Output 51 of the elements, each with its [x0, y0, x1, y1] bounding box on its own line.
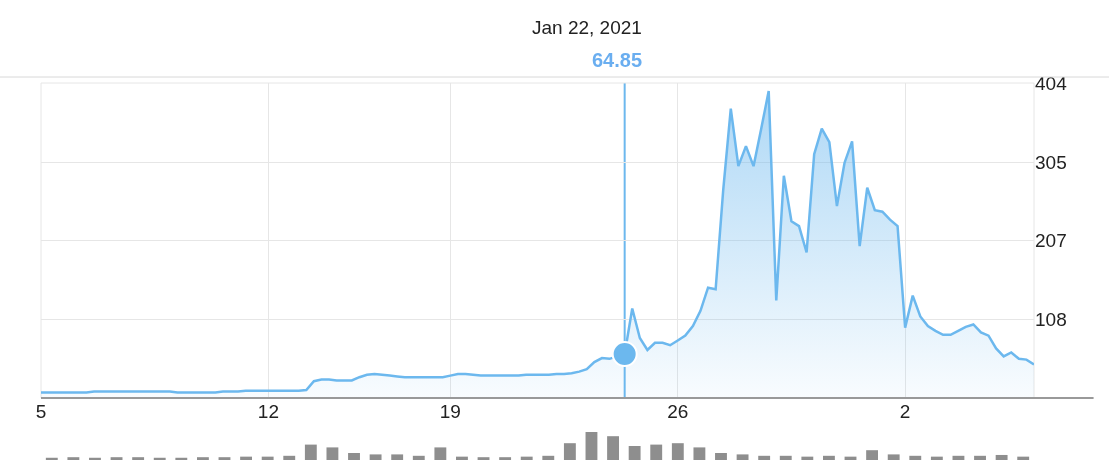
bar: [736, 454, 749, 460]
bar: [671, 443, 684, 460]
bar: [67, 457, 80, 460]
bar: [628, 446, 641, 460]
chart-subtitle: 64.85: [592, 49, 643, 71]
bar: [456, 456, 468, 460]
chart-title: Jan 22, 2021: [532, 17, 642, 38]
bar: [283, 455, 296, 460]
y-tick-label: 108: [1035, 309, 1067, 331]
bar: [412, 455, 425, 460]
bar: [585, 432, 598, 460]
x-tick-label: 26: [667, 401, 689, 422]
bar: [974, 455, 986, 460]
bar: [995, 454, 1008, 460]
bar: [779, 455, 792, 460]
y-tick-label: 207: [1035, 230, 1067, 252]
y-tick-label: 305: [1035, 151, 1067, 173]
bar: [715, 453, 727, 460]
x-tick-label: 19: [439, 401, 461, 422]
x-tick-label: 5: [35, 401, 47, 422]
bar: [369, 454, 382, 460]
bar: [563, 443, 576, 460]
bar: [542, 455, 555, 460]
bar: [822, 455, 835, 460]
bar: [930, 456, 943, 460]
x-tick-label: 12: [257, 401, 279, 422]
bar: [196, 457, 209, 460]
bar: [499, 457, 512, 460]
bar: [607, 436, 619, 460]
bar: [391, 454, 404, 460]
y-tick-label: 404: [1035, 72, 1068, 94]
bar: [1017, 456, 1030, 460]
bar: [650, 444, 663, 460]
bar: [758, 455, 771, 460]
bar: [240, 456, 253, 460]
bar: [801, 456, 814, 460]
bar: [304, 444, 317, 460]
bar: [520, 456, 533, 460]
x-tick-label: 2: [899, 401, 911, 422]
bar: [261, 456, 274, 460]
bar: [866, 450, 879, 460]
bar: [909, 455, 922, 460]
bar: [477, 457, 490, 460]
bar: [218, 457, 231, 460]
bar: [348, 453, 360, 460]
bar: [132, 457, 145, 460]
bar: [693, 447, 706, 460]
bar: [110, 457, 123, 460]
bar: [887, 454, 900, 460]
bar: [326, 447, 339, 460]
bar: [434, 447, 447, 460]
